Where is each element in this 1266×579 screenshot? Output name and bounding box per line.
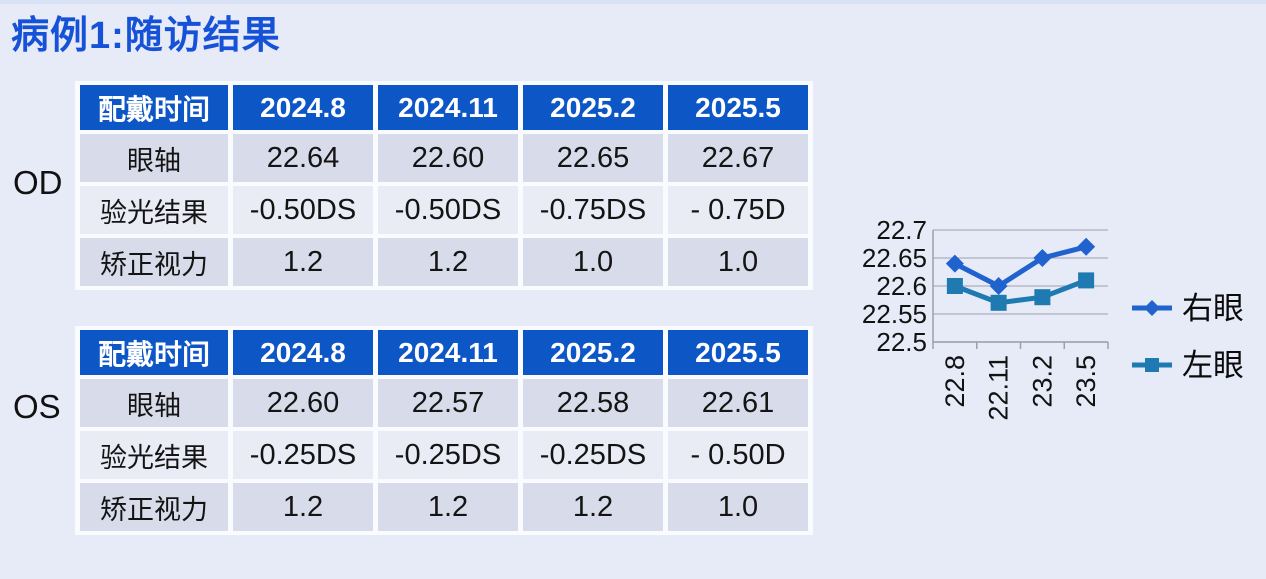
cell-value: 1.2 xyxy=(378,238,518,286)
table-row: 验光结果 -0.50DS -0.50DS -0.75DS - 0.75D xyxy=(80,186,808,234)
cell-value: -0.25DS xyxy=(233,431,373,479)
cell-value: 22.60 xyxy=(378,134,518,182)
row-label: 验光结果 xyxy=(80,186,228,234)
y-axis-tick-label: 22.7 xyxy=(876,215,927,245)
header-cell-date: 2024.8 xyxy=(233,85,373,130)
followup-table-od: 配戴时间 2024.8 2024.11 2025.2 2025.5 眼轴 22.64 22.6… xyxy=(75,81,813,290)
row-label: 矫正视力 xyxy=(80,483,228,531)
cell-value: - 0.50D xyxy=(668,431,808,479)
cell-value: 1.2 xyxy=(378,483,518,531)
cell-value: 1.0 xyxy=(668,483,808,531)
table-row: 矫正视力 1.2 1.2 1.2 1.0 xyxy=(80,483,808,531)
data-point-diamond xyxy=(1033,249,1052,267)
cell-value: -0.75DS xyxy=(523,186,663,234)
header-cell-date: 2025.5 xyxy=(668,330,808,375)
x-axis-tick-label: 23.2 xyxy=(1027,355,1057,408)
cell-value: 1.2 xyxy=(233,238,373,286)
table-row: 眼轴 22.60 22.57 22.58 22.61 xyxy=(80,379,808,427)
slide-top-edge xyxy=(0,0,1266,4)
cell-value: 22.65 xyxy=(523,134,663,182)
header-cell-label: 配戴时间 xyxy=(80,85,228,130)
cell-value: 22.57 xyxy=(378,379,518,427)
table-row: 眼轴 22.64 22.60 22.65 22.67 xyxy=(80,134,808,182)
legend-label: 左眼 xyxy=(1182,348,1244,383)
cell-value: 22.58 xyxy=(523,379,663,427)
followup-table-os: 配戴时间 2024.8 2024.11 2025.2 2025.5 眼轴 22.60 22.5… xyxy=(75,326,813,535)
cell-value: 1.0 xyxy=(668,238,808,286)
row-label: 矫正视力 xyxy=(80,238,228,286)
series-line xyxy=(953,244,1087,289)
header-cell-date: 2025.2 xyxy=(523,85,663,130)
header-cell-date: 2025.5 xyxy=(668,85,808,130)
cell-value: 22.61 xyxy=(668,379,808,427)
data-point-square xyxy=(1078,272,1095,289)
table-row: 矫正视力 1.2 1.2 1.0 1.0 xyxy=(80,238,808,286)
cell-value: 1.2 xyxy=(233,483,373,531)
cell-value: 22.64 xyxy=(233,134,373,182)
data-point-diamond xyxy=(1077,237,1096,256)
table-header-row: 配戴时间 2024.8 2024.11 2025.2 2025.5 xyxy=(80,85,808,130)
cell-value: 1.0 xyxy=(523,238,663,286)
header-cell-date: 2024.8 xyxy=(233,330,373,375)
eye-label-os: OS xyxy=(13,388,61,425)
y-axis-tick-label: 22.6 xyxy=(876,271,927,301)
y-axis-tick-label: 22.55 xyxy=(862,299,927,329)
table-header-row: 配戴时间 2024.8 2024.11 2025.2 2025.5 xyxy=(80,330,808,375)
table-row: 验光结果 -0.25DS -0.25DS -0.25DS - 0.50D xyxy=(80,431,808,479)
cell-value: -0.25DS xyxy=(523,431,663,479)
data-point-square xyxy=(946,278,963,294)
x-axis-tick-label: 22.8 xyxy=(940,355,970,408)
data-point-diamond xyxy=(989,277,1008,295)
y-axis-tick-label: 22.65 xyxy=(862,243,927,273)
cell-value: -0.25DS xyxy=(378,431,518,479)
data-point-square xyxy=(990,294,1007,311)
y-axis-tick-label: 22.5 xyxy=(876,327,927,357)
cell-value: 22.67 xyxy=(668,134,808,182)
legend-label: 右眼 xyxy=(1182,291,1244,326)
x-axis-tick-label: 23.5 xyxy=(1071,355,1101,408)
eye-label-od: OD xyxy=(13,164,63,201)
cell-value: - 0.75D xyxy=(668,186,808,234)
data-point-square xyxy=(1145,358,1159,372)
header-cell-date: 2024.11 xyxy=(378,330,518,375)
data-point-square xyxy=(1034,289,1051,306)
cell-value: -0.50DS xyxy=(233,186,373,234)
header-cell-date: 2024.11 xyxy=(378,85,518,130)
data-point-diamond xyxy=(945,254,964,273)
header-cell-label: 配戴时间 xyxy=(80,330,228,375)
x-axis-tick-label: 22.11 xyxy=(984,355,1014,421)
series-line xyxy=(953,278,1088,306)
cell-value: 22.60 xyxy=(233,379,373,427)
header-cell-date: 2025.2 xyxy=(523,330,663,375)
row-label: 验光结果 xyxy=(80,431,228,479)
page-title: 病例1:随访结果 xyxy=(11,15,281,57)
row-label: 眼轴 xyxy=(80,379,228,427)
row-label: 眼轴 xyxy=(80,134,228,182)
data-point-diamond xyxy=(1144,300,1160,316)
cell-value: 1.2 xyxy=(523,483,663,531)
cell-value: -0.50DS xyxy=(378,186,518,234)
